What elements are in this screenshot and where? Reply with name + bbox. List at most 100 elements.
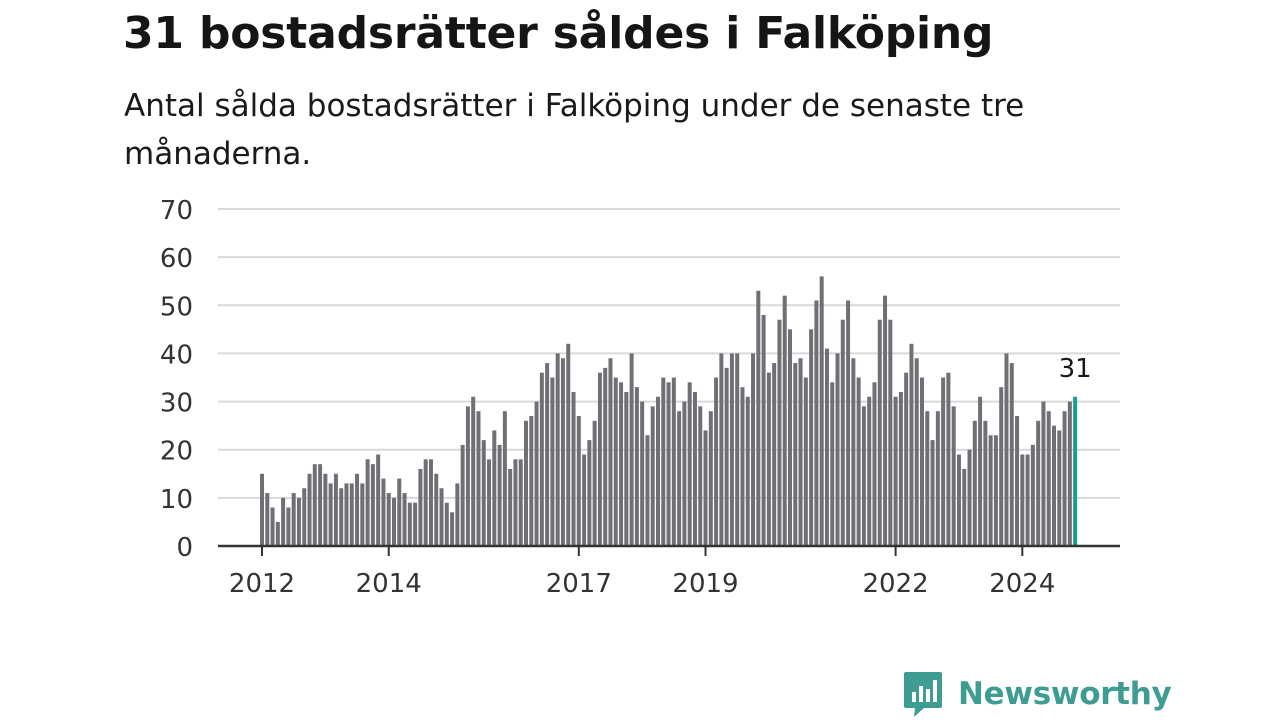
- x-tick-label: 2014: [356, 569, 422, 599]
- bar: [983, 420, 988, 546]
- bar: [444, 502, 449, 546]
- bar: [281, 497, 286, 546]
- bar: [550, 377, 555, 546]
- bar: [708, 411, 713, 546]
- bar: [830, 382, 835, 546]
- last-value-label: 31: [1059, 354, 1092, 384]
- bar: [502, 411, 507, 546]
- bar: [782, 295, 787, 546]
- bar: [1052, 425, 1056, 546]
- bar: [988, 435, 993, 546]
- x-tick-label: 2022: [863, 569, 929, 599]
- bar: [888, 319, 893, 546]
- bar: [539, 372, 544, 546]
- bar: [392, 497, 396, 546]
- bar: [386, 493, 391, 546]
- bar: [629, 353, 634, 546]
- bar: [312, 464, 317, 546]
- bar: [560, 358, 565, 546]
- bar: [296, 497, 301, 546]
- x-tick-label: 2012: [229, 569, 295, 599]
- bar: [671, 377, 676, 546]
- bar: [318, 464, 323, 546]
- bar: [645, 435, 650, 546]
- bar: [935, 411, 940, 546]
- bar: [941, 377, 946, 546]
- bar: [450, 512, 455, 546]
- bar: [999, 387, 1004, 546]
- bar: [962, 468, 967, 546]
- bar: [460, 444, 465, 546]
- bar: [640, 401, 645, 546]
- bar: [571, 391, 576, 546]
- bar: [265, 493, 270, 546]
- bar: [956, 454, 961, 546]
- bar: [898, 391, 903, 546]
- bar: [1036, 420, 1041, 546]
- bar: [634, 387, 639, 546]
- bar: [883, 295, 888, 546]
- bar: [608, 358, 613, 546]
- bar: [275, 521, 280, 546]
- bar: [909, 343, 914, 546]
- bar: [413, 502, 418, 546]
- bar: [1020, 454, 1025, 546]
- bar: [1067, 401, 1072, 546]
- bar: [302, 488, 307, 546]
- bar: [666, 382, 671, 546]
- y-tick-label: 30: [160, 389, 193, 419]
- bar: [613, 377, 618, 546]
- bar: [323, 473, 328, 546]
- newsworthy-logo: Newsworthy: [902, 670, 1172, 718]
- bar: [856, 377, 861, 546]
- bar: [328, 483, 333, 546]
- bar: [946, 372, 951, 546]
- bar: [1009, 363, 1014, 546]
- bar: [492, 430, 497, 546]
- bar: [930, 440, 935, 546]
- bar: [1062, 411, 1067, 546]
- bar: [904, 372, 909, 546]
- bar: [872, 382, 877, 546]
- bar: [819, 276, 824, 546]
- bar: [1025, 454, 1030, 546]
- highlighted-bar: [1073, 396, 1078, 546]
- bar: [788, 329, 792, 546]
- bar: [481, 440, 486, 546]
- bar: [809, 329, 814, 546]
- x-tick-label: 2019: [672, 569, 738, 599]
- bar: [740, 387, 745, 546]
- bar: [545, 363, 550, 546]
- bar: [835, 353, 840, 546]
- bar: [925, 411, 930, 546]
- bar: [518, 459, 523, 546]
- y-tick-label: 10: [160, 485, 193, 515]
- bar: [402, 493, 407, 546]
- bar: [972, 420, 977, 546]
- bar: [592, 420, 597, 546]
- bar: [751, 353, 756, 546]
- bar: [793, 363, 798, 546]
- bar: [344, 483, 349, 546]
- bar: [729, 353, 734, 546]
- bar: [497, 444, 502, 546]
- chart-title: 31 bostadsrätter såldes i Falköping: [123, 8, 994, 59]
- bar: [513, 459, 518, 546]
- bar: [745, 396, 750, 546]
- bar: [349, 483, 354, 546]
- bar: [824, 348, 829, 546]
- bar: [603, 367, 608, 546]
- bar: [376, 454, 381, 546]
- bar: [682, 401, 687, 546]
- bar: [370, 464, 375, 546]
- y-tick-label: 70: [160, 196, 193, 226]
- bar: [914, 358, 919, 546]
- bar: [814, 300, 819, 546]
- bar: [529, 416, 534, 546]
- bar: [286, 507, 291, 546]
- bar: [967, 449, 972, 546]
- bar: [724, 367, 729, 546]
- bar: [1057, 430, 1062, 546]
- bar: [455, 483, 460, 546]
- bar: [487, 459, 492, 546]
